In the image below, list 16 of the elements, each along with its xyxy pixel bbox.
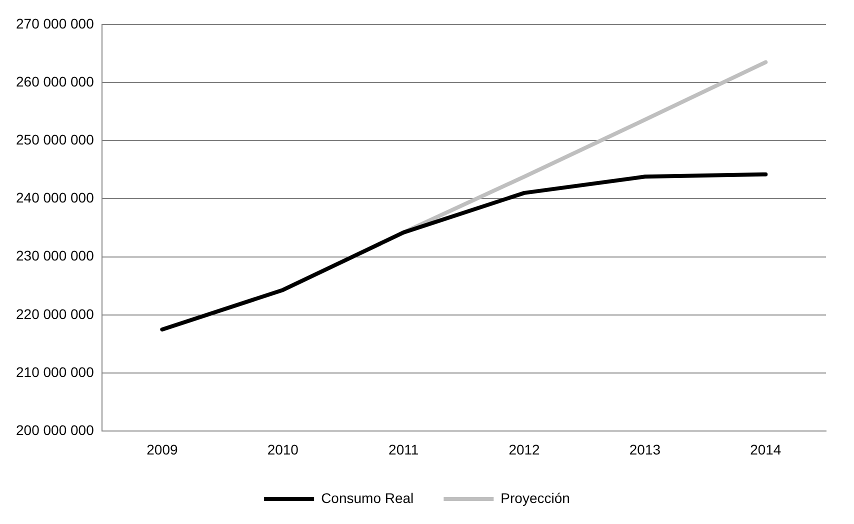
y-tick-label: 200 000 000	[16, 422, 94, 438]
x-tick-label: 2011	[388, 441, 419, 458]
x-tick-label: 2009	[146, 441, 178, 458]
y-tick-label: 270 000 000	[16, 15, 94, 32]
y-tick-label: 240 000 000	[16, 190, 94, 206]
y-tick-label: 250 000 000	[16, 131, 94, 148]
x-tick-label: 2013	[629, 441, 661, 458]
y-tick-label: 230 000 000	[16, 248, 94, 264]
y-tick-label: 260 000 000	[16, 73, 94, 90]
y-tick-label: 220 000 000	[16, 306, 94, 322]
legend-label: Proyección	[500, 490, 570, 506]
legend-label: Consumo Real	[321, 490, 414, 506]
x-tick-label: 2010	[267, 441, 299, 458]
x-tick-label: 2012	[508, 441, 540, 458]
x-tick-label: 2014	[750, 441, 782, 458]
y-tick-label: 210 000 000	[16, 364, 94, 380]
